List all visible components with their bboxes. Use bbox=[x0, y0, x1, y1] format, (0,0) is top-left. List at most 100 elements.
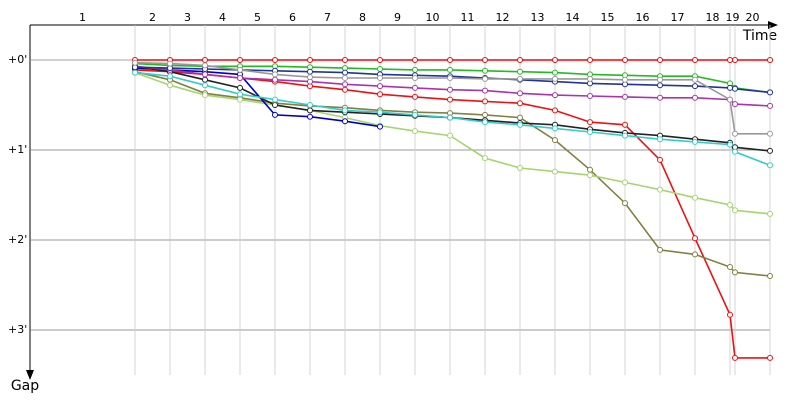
lap-point bbox=[587, 166, 593, 173]
lap-point bbox=[377, 75, 383, 81]
lap-point bbox=[517, 165, 523, 171]
lap-label: 20 bbox=[746, 11, 760, 24]
y-tick-label: +1' bbox=[8, 143, 27, 156]
lap-point bbox=[517, 100, 523, 107]
lap-point bbox=[447, 132, 453, 139]
lap-point bbox=[202, 62, 208, 69]
lap-point bbox=[482, 75, 488, 82]
lap-point bbox=[447, 114, 453, 121]
lap-point bbox=[732, 207, 738, 214]
lap-point bbox=[657, 57, 663, 63]
lap-point bbox=[377, 91, 383, 98]
lap-point bbox=[767, 273, 773, 279]
lap-point bbox=[587, 75, 593, 82]
lap-point bbox=[692, 251, 698, 258]
lap-point bbox=[622, 76, 628, 83]
lap-point bbox=[692, 76, 698, 83]
lap-point bbox=[767, 57, 773, 63]
lap-point bbox=[587, 57, 593, 63]
lap-point bbox=[657, 94, 663, 101]
lap-point bbox=[482, 67, 488, 74]
lap-label: 2 bbox=[149, 11, 156, 24]
y-axis-label: Gap bbox=[11, 378, 39, 394]
lap-point bbox=[732, 130, 738, 137]
lap-point bbox=[272, 111, 278, 118]
lap-label: 9 bbox=[394, 11, 401, 24]
lap-point bbox=[622, 93, 628, 100]
lap-point bbox=[727, 84, 733, 91]
lap-point bbox=[447, 75, 453, 81]
lap-point bbox=[517, 57, 523, 63]
series-line bbox=[134, 70, 771, 277]
lap-point bbox=[767, 210, 773, 217]
series-line bbox=[134, 65, 771, 152]
lap-point bbox=[587, 119, 593, 126]
lap-point bbox=[552, 92, 558, 99]
x-axis-label: Time bbox=[742, 28, 777, 44]
lap-point bbox=[692, 57, 698, 63]
lap-point bbox=[732, 57, 738, 63]
lap-point bbox=[412, 75, 418, 81]
lap-point bbox=[767, 354, 773, 361]
lap-point bbox=[587, 172, 593, 179]
lap-point bbox=[307, 68, 313, 75]
lap-point bbox=[622, 57, 628, 63]
lap-point bbox=[167, 73, 173, 80]
series-line bbox=[134, 65, 771, 107]
lap-point bbox=[412, 57, 418, 63]
lap-point bbox=[447, 66, 453, 73]
lap-point bbox=[552, 75, 558, 82]
lap-label: 10 bbox=[426, 11, 440, 24]
lap-point bbox=[692, 83, 698, 90]
lap-point bbox=[272, 102, 278, 108]
lap-point bbox=[482, 57, 488, 63]
series-line bbox=[134, 71, 771, 215]
series-line bbox=[134, 71, 771, 167]
lap-point bbox=[692, 235, 698, 242]
lap-label: 16 bbox=[636, 11, 650, 24]
lap-point bbox=[482, 98, 488, 105]
lap-point bbox=[552, 137, 558, 144]
lap-point bbox=[377, 109, 383, 116]
lap-point bbox=[517, 75, 523, 82]
x-axis-arrow bbox=[768, 21, 778, 29]
lap-point bbox=[767, 130, 773, 137]
lap-point bbox=[517, 68, 523, 75]
lap-point bbox=[482, 155, 488, 162]
lap-point bbox=[587, 93, 593, 99]
lap-point bbox=[732, 354, 738, 361]
lap-point bbox=[767, 162, 773, 169]
lap-point bbox=[202, 82, 208, 89]
lap-point bbox=[447, 86, 453, 93]
lap-label: 12 bbox=[496, 11, 510, 24]
lap-point bbox=[482, 119, 488, 126]
lap-point bbox=[517, 121, 523, 128]
lap-label: 14 bbox=[566, 11, 580, 24]
lap-point bbox=[692, 94, 698, 101]
lap-point bbox=[307, 107, 313, 114]
lap-point bbox=[732, 85, 738, 92]
lap-point bbox=[272, 71, 278, 78]
lap-label: 8 bbox=[359, 11, 366, 24]
lap-point bbox=[237, 57, 243, 63]
lap-point bbox=[202, 57, 208, 63]
lap-point bbox=[657, 156, 663, 163]
lap-point bbox=[692, 194, 698, 201]
lap-point bbox=[727, 201, 733, 208]
lap-point bbox=[377, 83, 383, 90]
lap-point bbox=[767, 89, 773, 96]
lap-point bbox=[237, 91, 243, 98]
lap-point bbox=[767, 102, 773, 109]
lap-point bbox=[622, 132, 628, 139]
y-tick-label: +3' bbox=[8, 323, 27, 336]
lap-point bbox=[342, 118, 348, 125]
lap-point bbox=[657, 82, 663, 89]
lap-point bbox=[307, 57, 313, 63]
lap-point bbox=[732, 148, 738, 155]
lap-point bbox=[202, 71, 208, 78]
lap-point bbox=[272, 57, 278, 63]
lap-point bbox=[657, 246, 663, 253]
series-line bbox=[134, 62, 771, 94]
lap-point bbox=[202, 92, 208, 99]
